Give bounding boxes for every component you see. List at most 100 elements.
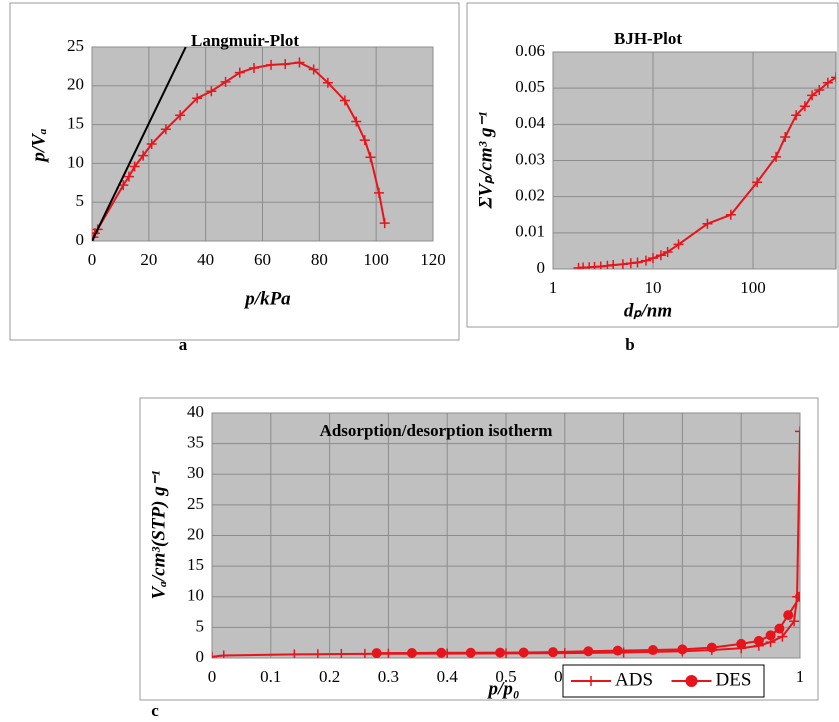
y-tick-label: 5 bbox=[76, 191, 85, 210]
x-tick-label: 1 bbox=[549, 278, 558, 297]
panel-frame bbox=[466, 2, 839, 328]
data-line bbox=[92, 47, 187, 241]
marker bbox=[789, 616, 800, 627]
marker bbox=[495, 647, 506, 658]
marker bbox=[822, 77, 833, 88]
marker bbox=[725, 209, 736, 220]
marker bbox=[322, 77, 333, 88]
y-tick-label: 20 bbox=[67, 75, 84, 94]
marker bbox=[266, 59, 277, 70]
panel-frame bbox=[9, 2, 460, 341]
panel-label: a bbox=[179, 335, 188, 354]
marker bbox=[371, 648, 382, 658]
plot-layer bbox=[573, 72, 836, 269]
marker bbox=[351, 116, 362, 127]
marker bbox=[365, 152, 376, 163]
marker bbox=[359, 648, 370, 658]
x-tick-label: 100 bbox=[740, 278, 766, 297]
legend-label: ADS bbox=[615, 669, 653, 690]
y-tick-label: 0.04 bbox=[515, 113, 545, 132]
x-axis-label: dₚ/nm bbox=[624, 300, 672, 321]
y-tick-label: 0.01 bbox=[515, 222, 545, 241]
y-tick-label: 5 bbox=[196, 616, 205, 635]
marker bbox=[220, 76, 231, 87]
y-tick-label: 40 bbox=[187, 402, 204, 421]
marker bbox=[138, 150, 149, 161]
marker bbox=[612, 645, 623, 656]
x-tick-label: 0.2 bbox=[319, 667, 340, 686]
marker bbox=[548, 647, 559, 658]
y-tick-label: 0.06 bbox=[515, 41, 545, 60]
marker bbox=[123, 171, 134, 182]
x-tick-label: 40 bbox=[197, 250, 214, 269]
x-tick-label: 0.4 bbox=[437, 667, 459, 686]
legend-marker bbox=[685, 675, 698, 687]
x-tick-label: 20 bbox=[140, 250, 157, 269]
plot-layer bbox=[92, 47, 390, 241]
marker bbox=[765, 630, 776, 641]
y-tick-label: 35 bbox=[187, 433, 204, 452]
marker bbox=[280, 59, 291, 70]
marker bbox=[336, 649, 347, 658]
legend-marker bbox=[586, 676, 596, 686]
marker bbox=[312, 649, 323, 658]
y-tick-label: 10 bbox=[67, 152, 84, 171]
marker bbox=[780, 131, 791, 142]
marker bbox=[160, 124, 171, 135]
marker bbox=[518, 647, 529, 658]
marker bbox=[814, 84, 825, 95]
marker bbox=[677, 644, 688, 655]
marker bbox=[339, 95, 350, 106]
y-tick-label: 15 bbox=[67, 114, 84, 133]
marker bbox=[617, 259, 628, 269]
x-tick-label: 0.1 bbox=[260, 667, 281, 686]
y-axis-label: ΣVₚ/cm³ g⁻¹ bbox=[475, 111, 496, 209]
marker bbox=[465, 647, 476, 658]
marker bbox=[648, 645, 658, 656]
x-tick-label: 120 bbox=[420, 250, 446, 269]
marker bbox=[212, 651, 217, 658]
marker bbox=[673, 239, 684, 250]
marker bbox=[753, 635, 764, 646]
marker bbox=[706, 642, 717, 653]
marker bbox=[831, 72, 836, 83]
x-axis-label: p/kPa bbox=[243, 288, 291, 309]
marker bbox=[218, 650, 229, 658]
marker bbox=[248, 62, 259, 73]
x-tick-label: 0.3 bbox=[378, 667, 399, 686]
marker bbox=[289, 649, 300, 658]
marker bbox=[129, 161, 140, 172]
y-tick-label: 15 bbox=[187, 555, 204, 574]
data-line bbox=[92, 61, 386, 238]
marker bbox=[777, 631, 788, 642]
marker bbox=[294, 57, 305, 68]
marker bbox=[783, 610, 794, 621]
marker bbox=[807, 90, 818, 101]
marker bbox=[795, 591, 800, 602]
chart-title: BJH-Plot bbox=[614, 29, 682, 48]
panel-label: b bbox=[625, 335, 634, 354]
x-tick-label: 80 bbox=[311, 250, 328, 269]
marker bbox=[608, 260, 619, 269]
marker bbox=[359, 135, 370, 146]
marker bbox=[379, 218, 390, 229]
legend-label: DES bbox=[716, 669, 752, 690]
marker bbox=[752, 177, 763, 188]
marker bbox=[655, 250, 666, 261]
marker bbox=[234, 67, 245, 78]
y-tick-label: 0 bbox=[196, 647, 205, 666]
y-tick-label: 10 bbox=[187, 586, 204, 605]
marker bbox=[791, 110, 802, 121]
marker bbox=[795, 426, 800, 437]
panel-frame bbox=[139, 397, 819, 701]
y-axis-label: p/Vₐ bbox=[28, 128, 49, 163]
y-tick-label: 0.02 bbox=[515, 186, 545, 205]
plot-layer bbox=[212, 426, 800, 658]
marker bbox=[774, 623, 785, 634]
y-tick-label: 20 bbox=[187, 524, 204, 543]
marker bbox=[206, 86, 217, 97]
x-tick-label: 0 bbox=[208, 667, 217, 686]
chart-title: Adsorption/desorption isotherm bbox=[320, 421, 553, 440]
y-tick-label: 25 bbox=[67, 36, 84, 55]
